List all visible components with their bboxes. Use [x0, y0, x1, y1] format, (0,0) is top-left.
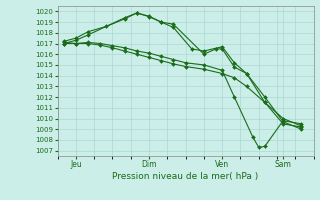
X-axis label: Pression niveau de la mer( hPa ): Pression niveau de la mer( hPa ) — [112, 172, 259, 181]
